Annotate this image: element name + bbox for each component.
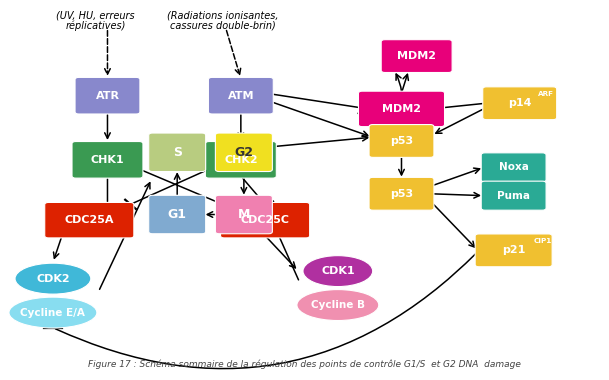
FancyBboxPatch shape [481, 181, 546, 210]
Text: p14: p14 [508, 98, 532, 108]
FancyBboxPatch shape [208, 78, 273, 114]
Ellipse shape [15, 263, 91, 294]
Text: Cycline B: Cycline B [311, 300, 365, 310]
FancyBboxPatch shape [44, 203, 134, 238]
FancyBboxPatch shape [220, 203, 309, 238]
Text: MDM2: MDM2 [382, 104, 421, 114]
Text: Cycline E/A: Cycline E/A [21, 307, 85, 318]
Ellipse shape [297, 290, 379, 320]
Text: ATR: ATR [96, 91, 119, 101]
FancyBboxPatch shape [72, 141, 143, 178]
Text: (UV, HU, erreurs: (UV, HU, erreurs [56, 11, 135, 21]
FancyBboxPatch shape [216, 195, 272, 234]
Text: réplicatives): réplicatives) [65, 20, 125, 31]
Text: CDK1: CDK1 [321, 266, 354, 276]
FancyBboxPatch shape [475, 234, 552, 267]
Text: Puma: Puma [497, 191, 530, 201]
Text: p53: p53 [390, 189, 413, 199]
Ellipse shape [9, 297, 97, 328]
FancyBboxPatch shape [216, 133, 272, 171]
Text: p21: p21 [502, 245, 526, 255]
FancyBboxPatch shape [149, 133, 206, 171]
Text: CDC25A: CDC25A [65, 215, 114, 225]
Ellipse shape [303, 256, 373, 287]
Text: ATM: ATM [228, 91, 254, 101]
Text: p53: p53 [390, 136, 413, 146]
Text: CIP1: CIP1 [533, 238, 551, 244]
Text: CDK2: CDK2 [36, 274, 69, 283]
FancyBboxPatch shape [75, 78, 140, 114]
Text: Figure 17 : Schéma sommaire de la régulation des points de contrôle G1/S  et G2 : Figure 17 : Schéma sommaire de la régula… [88, 360, 521, 369]
Text: MDM2: MDM2 [397, 51, 436, 61]
Text: CDC25C: CDC25C [241, 215, 290, 225]
Text: M: M [238, 208, 250, 221]
Text: CHK1: CHK1 [91, 155, 124, 165]
FancyBboxPatch shape [369, 177, 434, 210]
Text: (Radiations ionisantes,: (Radiations ionisantes, [167, 11, 278, 21]
Text: cassures double-brin): cassures double-brin) [170, 20, 275, 30]
Text: G1: G1 [167, 208, 187, 221]
FancyBboxPatch shape [359, 91, 445, 127]
FancyBboxPatch shape [149, 195, 206, 234]
Text: S: S [173, 146, 181, 159]
FancyBboxPatch shape [205, 141, 276, 178]
FancyBboxPatch shape [369, 125, 434, 157]
FancyBboxPatch shape [381, 40, 452, 73]
Text: G2: G2 [234, 146, 253, 159]
Text: CHK2: CHK2 [224, 155, 258, 165]
Text: Noxa: Noxa [499, 162, 529, 173]
FancyBboxPatch shape [481, 153, 546, 182]
Text: ARF: ARF [538, 91, 554, 97]
FancyBboxPatch shape [483, 87, 557, 120]
